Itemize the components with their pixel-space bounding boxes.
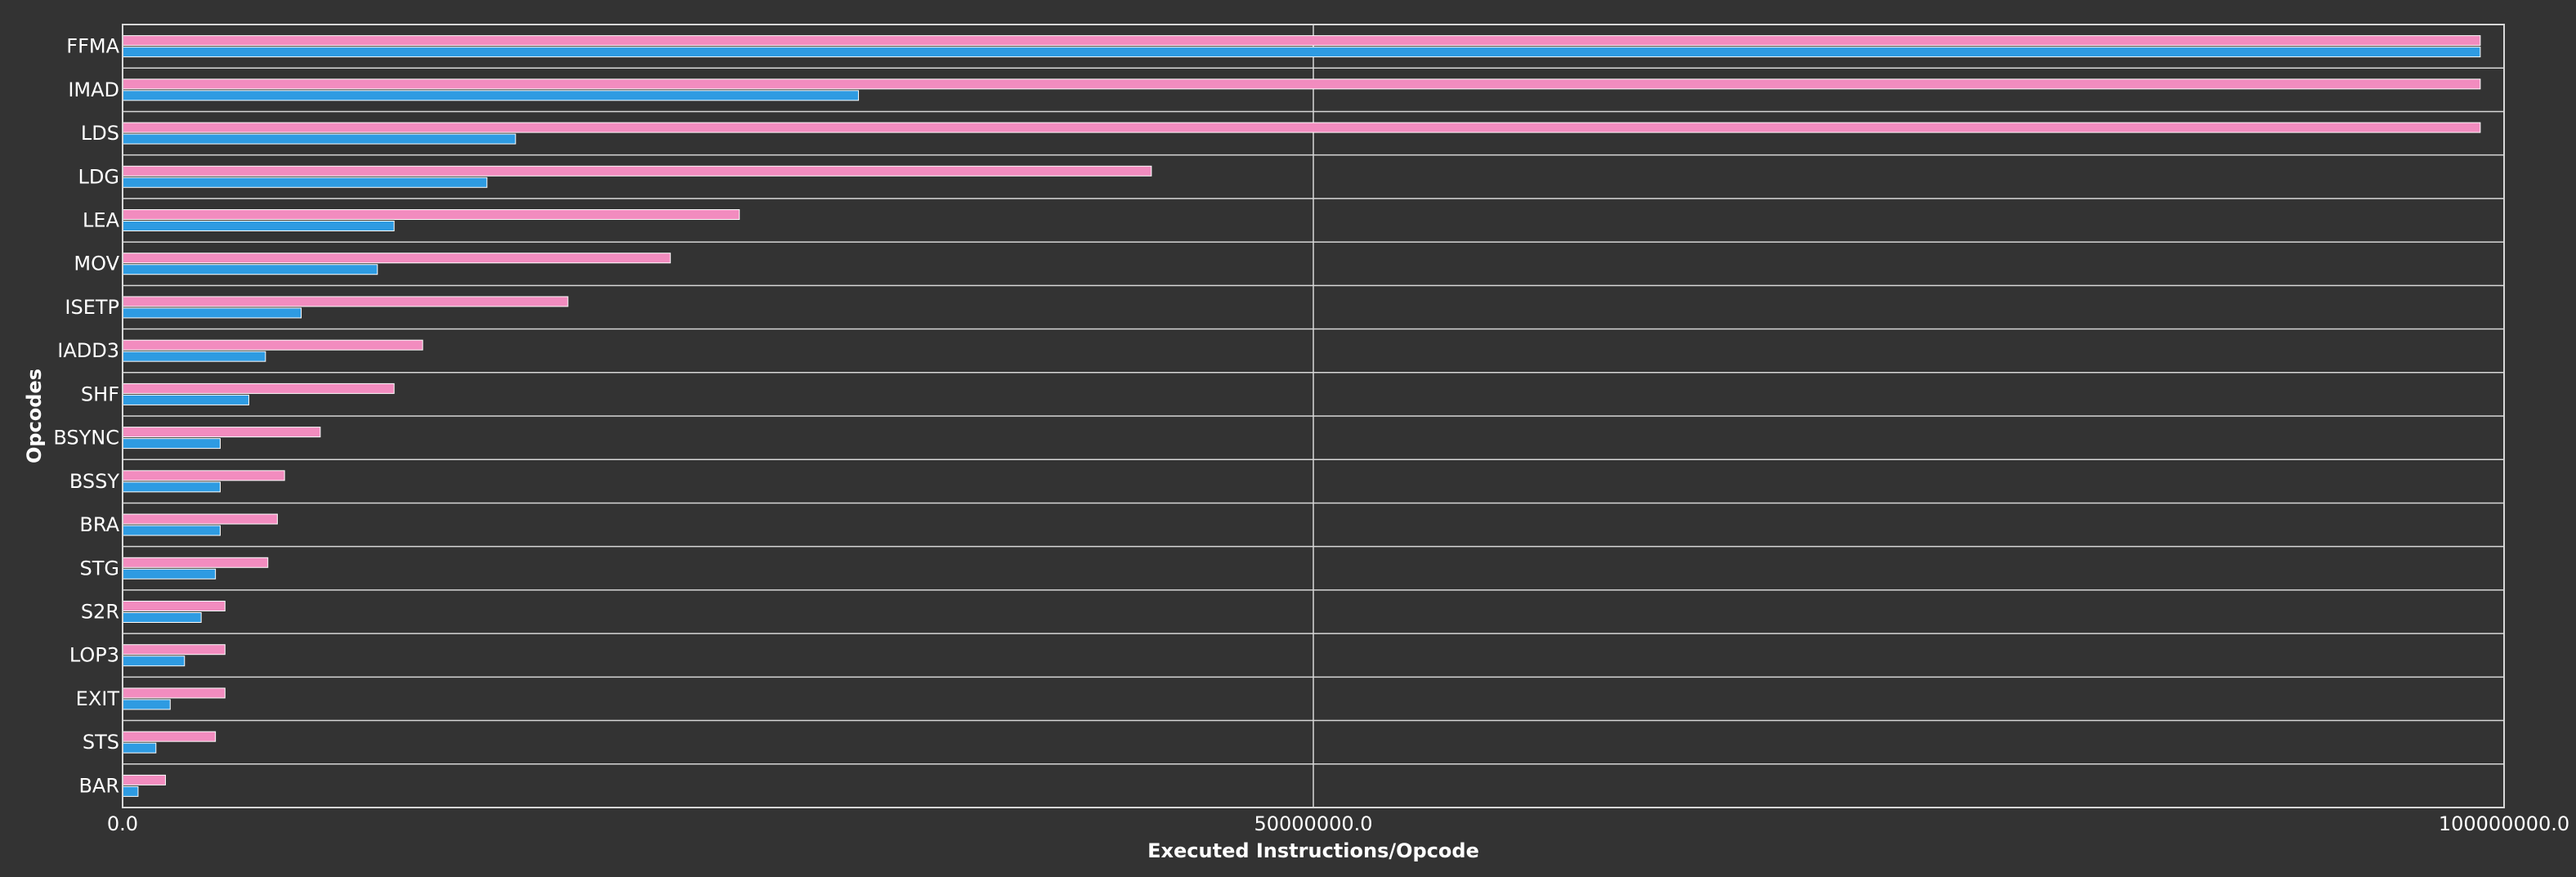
y-tick-label-ldg: LDG	[78, 165, 119, 188]
bar-iadd3-series-2	[122, 351, 266, 362]
y-tick-label-exit: EXIT	[76, 687, 120, 710]
x-axis-title: Executed Instructions/Opcode	[1147, 839, 1479, 862]
bar-bar-series-1	[122, 774, 166, 785]
bar-exit-series-2	[122, 699, 171, 710]
y-tick-label-imad: IMAD	[68, 78, 119, 101]
bar-ffma-series-2	[122, 47, 2481, 58]
y-tick-label-lop3: LOP3	[69, 644, 119, 667]
bar-bsync-series-1	[122, 427, 321, 438]
y-tick-label-isetp: ISETP	[65, 296, 119, 319]
bar-lop3-series-2	[122, 656, 186, 667]
y-tick-label-lea: LEA	[83, 209, 120, 232]
y-tick-label-lds: LDS	[81, 122, 119, 145]
bar-sts-series-1	[122, 731, 217, 742]
y-tick-labels: FFMA IMAD LDS LDG LEA MOV ISETP IADD3 SHF BSYNC BS…	[53, 35, 119, 798]
bar-bra-series-2	[122, 525, 221, 536]
bar-s2r-series-2	[122, 612, 202, 623]
y-tick-label-bssy: BSSY	[69, 470, 120, 493]
x-tick-label: 0.0	[107, 812, 138, 835]
y-tick-label-ffma: FFMA	[66, 35, 119, 58]
bar-bsync-series-2	[122, 438, 221, 450]
x-tick-label: 100000000.0	[2439, 812, 2569, 835]
bar-imad-series-2	[122, 90, 859, 101]
y-tick-label-sts: STS	[83, 731, 119, 754]
plot-frame	[122, 24, 2505, 808]
y-tick-label-bra: BRA	[79, 513, 119, 536]
x-tick-labels: 0.0 50000000.0 100000000.0	[107, 812, 2569, 835]
bar-bra-series-1	[122, 513, 278, 525]
bar-ldg-series-2	[122, 177, 488, 188]
bar-lea-series-2	[122, 221, 395, 231]
bar-exit-series-1	[122, 687, 226, 699]
bar-shf-series-1	[122, 383, 395, 394]
y-tick-label-iadd3: IADD3	[57, 339, 119, 362]
bar-ffma-series-1	[122, 35, 2481, 47]
y-tick-label-shf: SHF	[81, 383, 119, 405]
bar-shf-series-2	[122, 394, 249, 405]
bar-isetp-series-2	[122, 307, 302, 319]
bar-mov-series-2	[122, 264, 378, 275]
bar-iadd3-series-1	[122, 339, 423, 351]
bar-imad-series-1	[122, 78, 2481, 90]
bar-bssy-series-2	[122, 481, 221, 493]
bar-sts-series-2	[122, 742, 157, 754]
y-tick-label-bar: BAR	[78, 774, 119, 797]
y-tick-label-s2r: S2R	[81, 601, 119, 624]
bar-mov-series-1	[122, 253, 671, 264]
x-tick-label: 50000000.0	[1254, 812, 1372, 835]
bar-lds-series-2	[122, 133, 517, 145]
bar-isetp-series-1	[122, 296, 569, 307]
bar-stg-series-2	[122, 568, 217, 579]
bars	[122, 35, 2481, 797]
y-axis-title: Opcodes	[23, 369, 46, 463]
bar-s2r-series-1	[122, 601, 226, 611]
bar-bssy-series-1	[122, 470, 285, 481]
bar-lds-series-1	[122, 122, 2481, 133]
bar-ldg-series-1	[122, 165, 1152, 177]
bar-lop3-series-1	[122, 644, 226, 656]
bar-bar-series-2	[122, 785, 139, 797]
y-tick-label-mov: MOV	[74, 253, 119, 275]
y-tick-label-stg: STG	[80, 557, 120, 579]
bar-lea-series-1	[122, 209, 740, 220]
bar-stg-series-1	[122, 557, 269, 568]
y-tick-label-bsync: BSYNC	[53, 427, 119, 450]
